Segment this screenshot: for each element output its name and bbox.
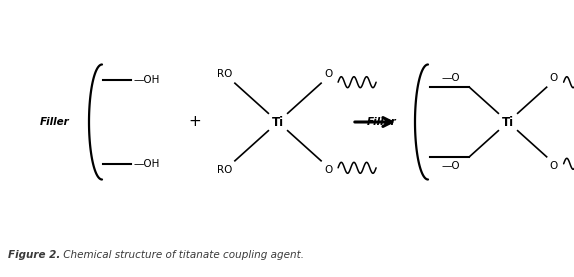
Text: O: O (324, 69, 332, 79)
Text: O: O (550, 161, 558, 171)
Text: —OH: —OH (133, 75, 160, 85)
Text: RO: RO (216, 165, 232, 175)
Text: Ti: Ti (502, 116, 514, 129)
Text: —O: —O (441, 161, 460, 171)
Text: O: O (550, 73, 558, 83)
Text: Filler: Filler (367, 117, 397, 127)
Text: Figure 2.: Figure 2. (8, 250, 60, 260)
Text: Chemical structure of titanate coupling agent.: Chemical structure of titanate coupling … (60, 250, 304, 260)
Text: O: O (324, 165, 332, 175)
Text: Ti: Ti (272, 116, 284, 129)
Text: RO: RO (216, 69, 232, 79)
Text: Filler: Filler (40, 117, 70, 127)
Text: +: + (189, 114, 201, 130)
Text: —O: —O (441, 73, 460, 83)
Text: —OH: —OH (133, 159, 160, 169)
